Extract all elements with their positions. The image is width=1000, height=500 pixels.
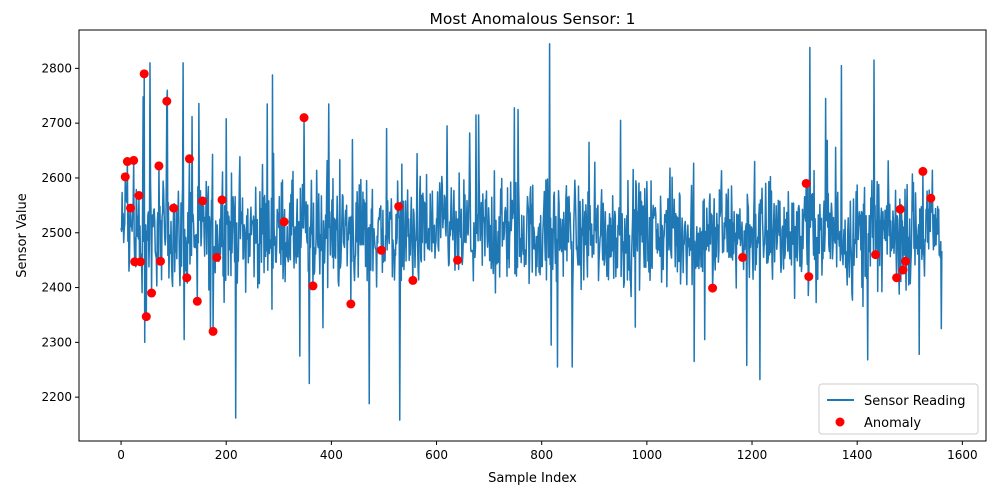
anomaly-point [192, 296, 202, 306]
anomaly-point [738, 252, 748, 262]
x-tick-label: 1600 [947, 448, 978, 462]
y-tick-label: 2400 [41, 281, 72, 295]
anomaly-point [299, 113, 309, 123]
anomaly-point [346, 299, 356, 309]
anomaly-point [801, 178, 811, 188]
x-tick-label: 0 [117, 448, 125, 462]
y-tick-label: 2700 [41, 116, 72, 130]
legend-label-sensor-reading: Sensor Reading [864, 394, 965, 409]
chart-title: Most Anomalous Sensor: 1 [430, 10, 636, 28]
anomaly-point [129, 155, 139, 165]
anomaly-point [892, 273, 902, 283]
anomaly-point [708, 283, 718, 293]
x-axis-label: Sample Index [488, 471, 577, 486]
legend-dot-marker [835, 417, 845, 427]
anomaly-point [208, 326, 218, 336]
anomaly-point [139, 69, 149, 79]
anomaly-point [394, 201, 404, 211]
anomaly-point [134, 190, 144, 200]
anomaly-point [804, 272, 814, 282]
anomaly-point [901, 256, 911, 266]
y-axis-label: Sensor Value [15, 193, 30, 277]
anomaly-point [198, 196, 208, 206]
anomaly-point [182, 273, 192, 283]
anomaly-point [212, 252, 222, 262]
anomaly-point [918, 166, 928, 176]
anomaly-point [147, 288, 157, 298]
anomaly-point [162, 96, 172, 106]
x-tick-label: 200 [215, 448, 238, 462]
legend: Sensor Reading Anomaly [818, 383, 979, 435]
anomaly-point [926, 193, 936, 203]
x-tick-label: 800 [530, 448, 553, 462]
y-tick-label: 2200 [41, 390, 72, 404]
anomaly-point [408, 275, 418, 285]
x-tick-label: 400 [320, 448, 343, 462]
anomaly-point [898, 265, 908, 275]
x-axis: 0 200 400 600 800 1000 1200 1400 1600 [117, 441, 978, 462]
series-layer [120, 42, 943, 421]
anomaly-point [376, 245, 386, 255]
x-tick-label: 1400 [842, 448, 873, 462]
x-tick-label: 1000 [632, 448, 663, 462]
y-tick-label: 2800 [41, 61, 72, 75]
anomaly-point [279, 217, 289, 227]
y-axis: 2200 2300 2400 2500 2600 2700 2800 [41, 61, 79, 404]
plot-area [120, 42, 943, 421]
axes-frame [78, 29, 987, 442]
y-tick-label: 2500 [41, 226, 72, 240]
anomaly-point [871, 250, 881, 260]
x-tick-label: 600 [425, 448, 448, 462]
anomaly-point [141, 312, 151, 322]
anomaly-point [217, 195, 227, 205]
y-tick-label: 2300 [41, 335, 72, 349]
anomaly-point [154, 161, 164, 171]
series-line-sensor-reading [120, 42, 943, 421]
legend-box [818, 383, 979, 435]
anomaly-point [308, 281, 318, 291]
anomaly-point [169, 203, 179, 213]
anomaly-point [120, 172, 130, 182]
anomaly-point [453, 255, 463, 265]
anomaly-point [155, 256, 165, 266]
anomaly-point [136, 257, 146, 267]
legend-label-anomaly: Anomaly [864, 416, 921, 431]
anomaly-point [184, 154, 194, 164]
x-tick-label: 1200 [737, 448, 768, 462]
y-tick-label: 2600 [41, 171, 72, 185]
anomaly-point [895, 204, 905, 214]
anomaly-point [126, 203, 136, 213]
